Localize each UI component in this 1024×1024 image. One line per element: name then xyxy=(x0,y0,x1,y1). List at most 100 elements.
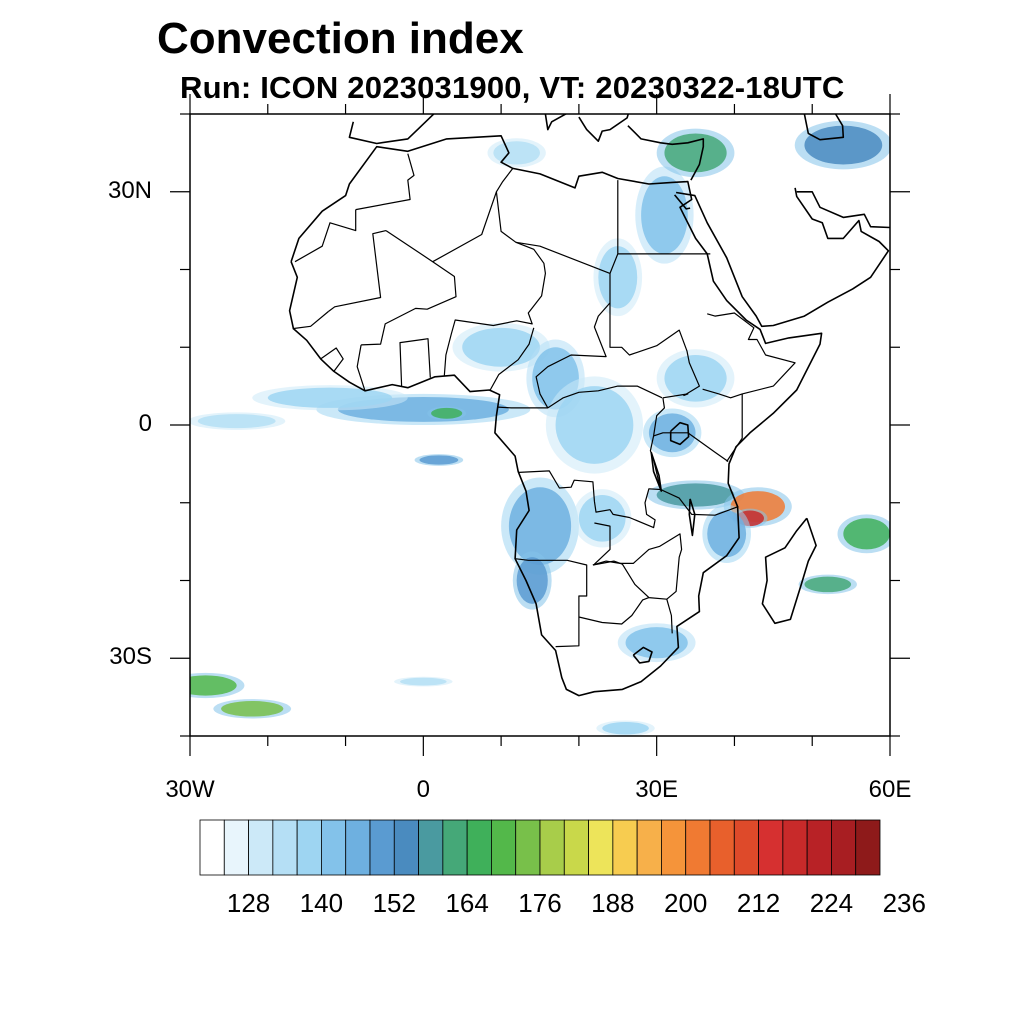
convection-cell xyxy=(656,483,735,507)
convection-cell xyxy=(493,141,540,165)
country-border xyxy=(292,311,329,330)
coastline xyxy=(627,125,705,181)
colorbar-swatch xyxy=(855,819,881,876)
country-border xyxy=(726,393,743,462)
colorbar-swatch xyxy=(296,819,322,876)
lat-tick-label: 0 xyxy=(138,410,152,437)
colorbar-swatch xyxy=(223,819,249,876)
country-border xyxy=(592,533,683,634)
coastline xyxy=(578,114,630,142)
colorbar xyxy=(199,819,881,876)
country-border xyxy=(432,168,514,263)
coastline xyxy=(688,498,696,537)
lon-tick-label: 30W xyxy=(165,776,215,803)
plot-frame xyxy=(189,113,891,737)
colorbar-label: 176 xyxy=(518,888,562,918)
convection-cell xyxy=(462,327,540,367)
convection-cell xyxy=(555,386,634,464)
country-border xyxy=(578,597,650,625)
coastline xyxy=(288,135,823,697)
country-border xyxy=(660,488,739,516)
coastline xyxy=(675,187,890,328)
convection-cell xyxy=(197,414,276,429)
convection-cell xyxy=(625,627,688,659)
colorbar-swatch xyxy=(831,819,857,876)
colorbar-swatch xyxy=(272,819,298,876)
country-border xyxy=(609,302,701,399)
colorbar-label: 224 xyxy=(809,888,854,918)
lon-tick-label: 30E xyxy=(635,776,678,803)
coastline xyxy=(761,517,817,625)
country-border xyxy=(592,560,667,600)
convection-cell xyxy=(843,518,890,550)
country-border xyxy=(518,397,666,529)
colorbar-swatch xyxy=(248,819,274,876)
colorbar-label: 152 xyxy=(372,888,416,918)
country-border xyxy=(515,558,588,648)
axis-ticks xyxy=(170,94,910,756)
colorbar-label: 164 xyxy=(445,888,489,918)
convection-cell xyxy=(641,176,688,254)
colorbar-swatch xyxy=(636,819,662,876)
colorbar-swatch xyxy=(466,819,492,876)
coastline xyxy=(796,191,890,229)
country-border xyxy=(399,338,431,387)
colorbar-swatch xyxy=(661,819,687,876)
chart-title: Convection index xyxy=(157,14,524,63)
coastline xyxy=(348,114,435,145)
colorbar-swatch xyxy=(782,819,808,876)
colorbar-swatch xyxy=(733,819,759,876)
convection-cell xyxy=(707,510,747,558)
country-border xyxy=(702,312,796,399)
colorbar-swatch xyxy=(345,819,371,876)
convection-cell xyxy=(190,675,237,696)
coastline xyxy=(803,114,845,141)
colorbar-label: 140 xyxy=(299,888,344,918)
colorbar-swatch xyxy=(563,819,589,876)
colorbar-label: 236 xyxy=(882,888,926,918)
coastline xyxy=(544,114,568,131)
country-border xyxy=(328,230,387,312)
colorbar-swatch xyxy=(199,819,225,876)
convection-cell xyxy=(508,487,572,565)
lon-tick-label: 0 xyxy=(416,776,430,803)
colorbar-swatch xyxy=(442,819,468,876)
colorbar-swatch xyxy=(588,819,614,876)
country-border xyxy=(497,406,548,409)
convection-cell xyxy=(221,701,284,717)
coastline xyxy=(669,421,690,446)
coastline xyxy=(632,646,653,664)
convection-cell xyxy=(431,407,463,419)
lat-tick-label: 30S xyxy=(109,643,152,671)
colorbar-swatch xyxy=(321,819,347,876)
country-border xyxy=(593,522,611,565)
colorbar-swatch xyxy=(539,819,565,876)
colorbar-label: 212 xyxy=(736,888,781,918)
colorbar-swatch xyxy=(393,819,419,876)
convection-cell xyxy=(419,455,459,465)
colorbar-swatch xyxy=(369,819,395,876)
convection-cell xyxy=(516,557,548,604)
convection-cell xyxy=(664,133,727,173)
convection-cell xyxy=(602,722,649,735)
convection-cell xyxy=(578,494,626,542)
country-border xyxy=(443,191,547,377)
convection-cell xyxy=(267,387,393,408)
country-border xyxy=(356,344,366,391)
lat-tick-label: 30N xyxy=(107,176,152,204)
colorbar-swatch xyxy=(612,819,638,876)
colorbar-swatch xyxy=(418,819,444,876)
colorbar-swatch xyxy=(806,819,832,876)
convection-cell xyxy=(598,246,638,309)
coastlines xyxy=(288,114,890,697)
country-border xyxy=(515,241,663,409)
country-border xyxy=(320,347,344,372)
coastline xyxy=(650,451,663,492)
colorbar-swatch xyxy=(491,819,517,876)
colorbar-swatch xyxy=(758,819,784,876)
chart-subtitle: Run: ICON 2023031900, VT: 20230322-18UTC xyxy=(180,70,845,105)
country-border xyxy=(361,230,457,346)
colorbar-swatch xyxy=(685,819,711,876)
country-border xyxy=(653,432,729,462)
